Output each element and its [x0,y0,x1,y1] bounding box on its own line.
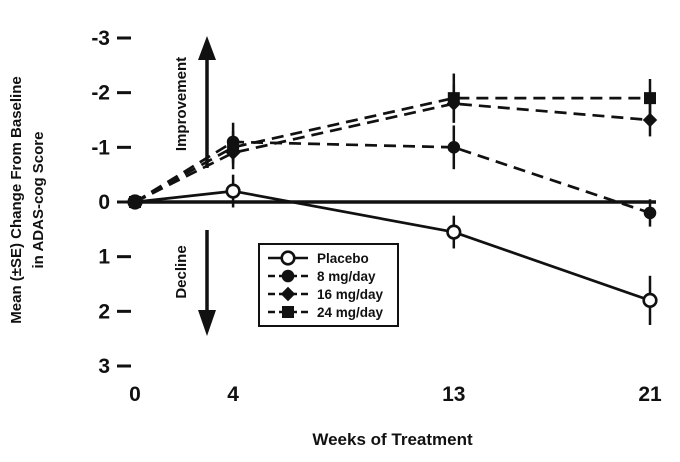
x-tick-label: 13 [442,383,465,406]
series-line-placebo [134,189,651,302]
x-tick-label: 4 [227,383,239,406]
marker-open-circle [280,250,296,266]
y-tick-label: -1 [91,136,110,159]
legend-marker-filled-square-icon [268,306,308,318]
y-tick-label: 1 [98,246,110,269]
marker-filled-square [282,306,294,318]
marker-open-circle [642,292,658,309]
marker-filled-square [227,141,240,154]
y-axis-label: Mean (±SE) Change From Baseline in ADAS-… [6,0,52,410]
x-tick-label: 0 [129,383,141,406]
decline-arrowhead-icon [198,310,216,336]
legend-marker-open-circle-icon [268,250,308,266]
y-tick-label: -3 [91,27,110,50]
improvement-annotation: Improvement [173,57,190,151]
legend-label: 24 mg/day [317,304,384,320]
x-tick-label: 21 [638,383,662,406]
marker-filled-diamond [280,286,296,302]
marker-filled-square [644,92,656,105]
x-axis-label: Weeks of Treatment [312,430,473,449]
marker-open-circle [446,224,462,240]
marker-filled-circle [281,269,295,283]
chart-legend: Placebo 8 mg/day 16 mg/day 24 mg/day [258,243,400,327]
legend-item-8-mg-day: 8 mg/day [266,267,383,285]
legend-label: Placebo [317,250,369,266]
improvement-arrowhead-icon [198,36,216,60]
y-axis-label-line2: in ADAS-cog Score [30,131,47,269]
marker-filled-circle [447,141,461,154]
legend-label: 16 mg/day [317,286,384,302]
decline-annotation: Decline [173,245,190,298]
marker-filled-square [129,196,141,208]
legend-marker-filled-circle-icon [268,269,308,283]
y-tick-label: 3 [98,355,110,378]
legend-item-24-mg-day: 24 mg/day [266,303,383,321]
series-line-8-mg-day [134,140,651,215]
y-tick-label: -2 [91,82,110,105]
marker-filled-circle [643,206,657,220]
marker-filled-square [447,92,460,105]
legend-item-16-mg-day: 16 mg/day [266,285,383,303]
marker-open-circle [225,183,241,199]
marker-filled-diamond [642,112,658,128]
y-tick-label: 0 [98,191,110,214]
legend-marker-filled-diamond-icon [268,286,308,302]
legend-label: 8 mg/day [317,268,376,284]
y-tick-label: 2 [98,300,110,323]
legend-item-placebo: Placebo [266,249,383,267]
y-axis-label-line1: Mean (±SE) Change From Baseline [8,76,25,324]
